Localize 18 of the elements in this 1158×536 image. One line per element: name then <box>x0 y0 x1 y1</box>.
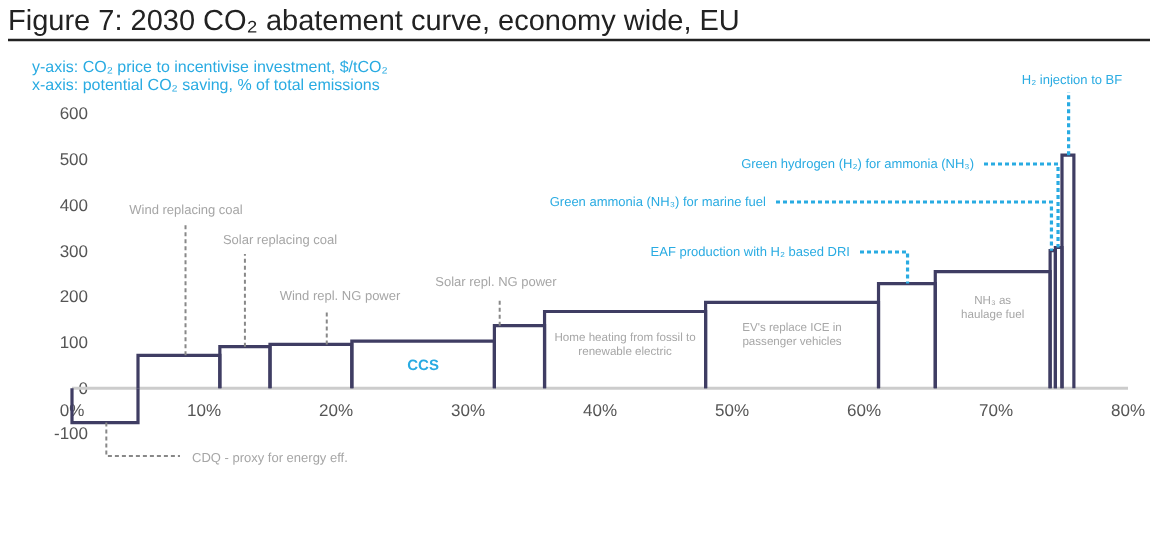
x-tick-label: 40% <box>582 400 618 421</box>
x-axis-title: x-axis: potential CO₂ saving, % of total emissions <box>32 76 380 94</box>
y-tick-label: 600 <box>59 103 89 124</box>
y-tick-label: 400 <box>59 194 89 215</box>
x-tick-label: 80% <box>1110 400 1146 421</box>
y-tick-label: 100 <box>59 332 89 353</box>
y-tick-label: 200 <box>59 286 89 307</box>
x-tick-label: 10% <box>186 400 222 421</box>
y-tick-label: -100 <box>53 423 89 444</box>
y-tick-label: 300 <box>59 240 89 261</box>
chart-title: Figure 7: 2030 CO₂ abatement curve, economy wide, EU <box>8 6 740 38</box>
y-tick-label: 500 <box>59 149 89 170</box>
y-axis-title: y-axis: CO₂ price to incentivise investment, $/tCO₂ <box>32 58 388 76</box>
x-tick-label: 50% <box>714 400 750 421</box>
x-tick-label: 70% <box>978 400 1014 421</box>
x-tick-label: 20% <box>318 400 354 421</box>
x-tick-label: 30% <box>450 400 486 421</box>
x-tick-label: 60% <box>846 400 882 421</box>
